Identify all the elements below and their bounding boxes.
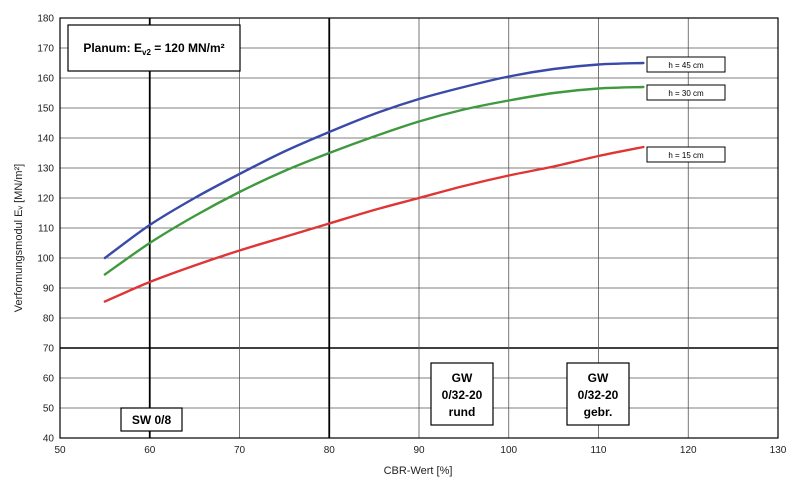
series-label-45: h = 45 cm xyxy=(646,56,726,73)
soil-label-gw-gebr: GW 0/32-20 gebr. xyxy=(566,362,630,426)
x-tick-label: 70 xyxy=(234,445,246,456)
svg-text:SW 0/8: SW 0/8 xyxy=(132,413,172,427)
svg-text:h = 45 cm: h = 45 cm xyxy=(668,61,704,70)
y-tick-label: 70 xyxy=(43,344,55,355)
x-tick-label: 90 xyxy=(413,445,425,456)
x-tick-labels: 50 60 70 80 90 100 110 120 130 xyxy=(54,445,786,456)
svg-text:Planum: Ev2 = 120 MN/m²: Planum: Ev2 = 120 MN/m² xyxy=(83,41,224,57)
soil-label-sw: SW 0/8 xyxy=(120,407,183,432)
y-tick-label: 60 xyxy=(43,374,55,385)
y-tick-label: 80 xyxy=(43,314,55,325)
y-tick-label: 180 xyxy=(37,14,54,25)
y-tick-label: 150 xyxy=(37,104,54,115)
series-lines xyxy=(103,61,645,303)
x-tick-label: 80 xyxy=(324,445,336,456)
y-tick-label: 130 xyxy=(37,164,54,175)
series-line-2 xyxy=(103,145,645,303)
y-axis-label: Verformungsmodul Eᵥ [MN/m²] xyxy=(13,164,25,312)
x-tick-label: 50 xyxy=(54,445,66,456)
x-tick-label: 130 xyxy=(770,445,787,456)
svg-text:h = 30 cm: h = 30 cm xyxy=(668,89,704,98)
x-tick-label: 120 xyxy=(680,445,697,456)
y-tick-label: 140 xyxy=(37,134,54,145)
soil-label-gw-rund: GW 0/32-20 rund xyxy=(430,362,494,426)
y-tick-label: 170 xyxy=(37,44,54,55)
y-tick-label: 100 xyxy=(37,254,54,265)
svg-text:h = 15 cm: h = 15 cm xyxy=(668,151,704,160)
grid xyxy=(59,17,779,439)
plot-frame xyxy=(59,17,779,439)
series-label-30: h = 30 cm xyxy=(646,84,726,101)
svg-text:0/32-20: 0/32-20 xyxy=(578,388,619,402)
planum-annotation: Planum: Ev2 = 120 MN/m² xyxy=(67,24,241,72)
y-tick-labels: 40 50 60 70 80 90 100 110 120 130 140 150 160 170 180 xyxy=(37,14,54,445)
svg-text:GW: GW xyxy=(452,371,473,385)
x-tick-label: 60 xyxy=(144,445,156,456)
y-tick-label: 50 xyxy=(43,404,55,415)
series-line-1 xyxy=(103,85,645,276)
y-tick-label: 90 xyxy=(43,284,55,295)
x-axis-label: CBR-Wert [%] xyxy=(384,465,453,477)
svg-text:rund: rund xyxy=(449,405,476,419)
y-tick-label: 110 xyxy=(38,224,54,235)
y-tick-label: 120 xyxy=(37,194,54,205)
y-tick-label: 160 xyxy=(37,74,54,85)
x-tick-label: 100 xyxy=(500,445,517,456)
x-tick-label: 110 xyxy=(591,445,607,456)
svg-text:0/32-20: 0/32-20 xyxy=(442,388,483,402)
svg-text:GW: GW xyxy=(588,371,609,385)
series-line-0 xyxy=(103,61,645,260)
y-tick-label: 40 xyxy=(43,434,55,445)
svg-text:gebr.: gebr. xyxy=(584,405,613,419)
series-label-15: h = 15 cm xyxy=(646,146,726,163)
